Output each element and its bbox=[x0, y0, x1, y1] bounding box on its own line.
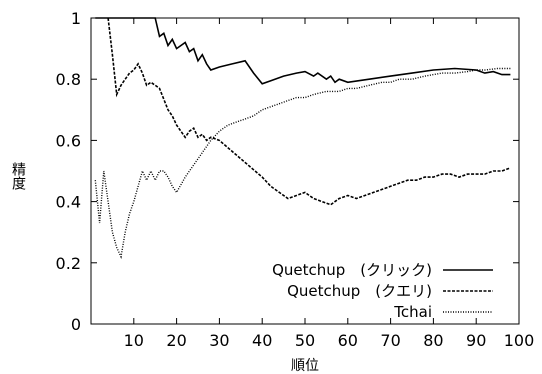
legend-label: Tchai bbox=[393, 303, 432, 321]
x-tick-label: 20 bbox=[166, 331, 186, 350]
x-axis-label: 順位 bbox=[291, 358, 319, 374]
legend-label: Quetchup (クエリ) bbox=[287, 282, 432, 300]
x-tick-label: 30 bbox=[209, 331, 229, 350]
y-tick-label: 0.4 bbox=[56, 193, 81, 212]
y-tick-label: 0.2 bbox=[56, 254, 81, 273]
y-tick-label: 0.8 bbox=[56, 70, 81, 89]
x-tick-label: 100 bbox=[504, 331, 535, 350]
x-tick-label: 70 bbox=[380, 331, 400, 350]
y-tick-label: 0 bbox=[71, 315, 81, 334]
x-tick-label: 50 bbox=[295, 331, 315, 350]
series-group bbox=[94, 17, 511, 260]
y-axis-label: 精度 bbox=[10, 162, 26, 190]
series-line-solid bbox=[95, 17, 511, 85]
x-tick-label: 60 bbox=[338, 331, 358, 350]
legend-label: Quetchup (クリック) bbox=[272, 261, 432, 279]
ticks: 10 20 30 40 50 60 70 80 90 100 0 0.2 0.4 0.6 0.8 1 bbox=[56, 9, 535, 350]
y-tick-label: 0.6 bbox=[56, 131, 81, 150]
legend: Quetchup (クリック) Quetchup (クエリ) Tchai bbox=[272, 261, 493, 321]
x-tick-label: 40 bbox=[252, 331, 272, 350]
series-line-dotted bbox=[94, 67, 511, 260]
x-tick-label: 10 bbox=[124, 331, 144, 350]
series-line-dashed bbox=[107, 17, 511, 206]
y-tick-label: 1 bbox=[71, 9, 81, 28]
x-tick-label: 80 bbox=[423, 331, 443, 350]
x-tick-label: 90 bbox=[466, 331, 486, 350]
